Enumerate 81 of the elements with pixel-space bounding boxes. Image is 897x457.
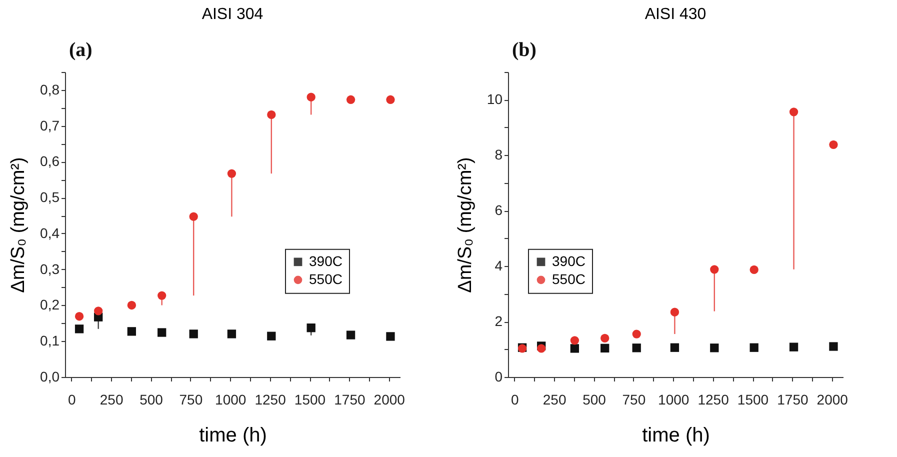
x-tick-label: 2000: [374, 392, 406, 408]
x-axis-title: time (h): [199, 424, 267, 446]
y-axis-title: Δm/S₀ (mg/cm²): [8, 157, 30, 293]
point: [127, 300, 136, 310]
point: [632, 344, 641, 352]
point: [386, 332, 395, 341]
y-tick-label: 6: [494, 202, 503, 218]
x-tick-label: 0: [68, 392, 76, 408]
x-tick-label: 500: [582, 392, 606, 408]
point: [158, 291, 166, 300]
point: [227, 169, 236, 178]
point: [127, 327, 136, 336]
x-tick-label: 1000: [215, 392, 246, 408]
x-tick-label: 1000: [658, 392, 690, 408]
x-tick-label: 1750: [334, 392, 366, 408]
x-tick-label: 1500: [294, 392, 326, 408]
x-tick-label: 750: [622, 392, 646, 408]
y-tick-label: 10: [486, 91, 503, 108]
point: [537, 344, 546, 353]
point: [189, 330, 198, 338]
y-tick-label: 8: [494, 146, 503, 163]
point: [94, 306, 103, 316]
point: [346, 95, 356, 104]
y-tick-label: 0,1: [40, 332, 60, 349]
x-tick-label: 1750: [777, 392, 808, 408]
y-tick-label: 2: [494, 313, 503, 330]
y-tick-label: 4: [494, 258, 503, 274]
point: [267, 110, 276, 120]
point: [829, 342, 838, 351]
point: [570, 336, 580, 345]
x-tick-label: 1250: [698, 392, 730, 408]
point: [632, 330, 641, 338]
y-tick-label: 0,0: [40, 368, 60, 384]
y-tick-label: 0,7: [40, 117, 60, 134]
point: [386, 95, 395, 104]
point: [570, 344, 580, 353]
point: [750, 265, 758, 274]
point: [158, 328, 166, 337]
x-tick-label: 0: [510, 392, 519, 408]
x-tick-label: 250: [542, 392, 566, 408]
x-tick-label: 750: [179, 392, 203, 408]
point: [306, 92, 316, 102]
y-tick-label: 0,6: [40, 153, 60, 170]
x-tick-label: 2000: [816, 392, 848, 408]
chart-title: AISI 430: [644, 6, 706, 23]
point: [670, 308, 680, 316]
point: [789, 342, 798, 352]
point: [74, 312, 84, 321]
point: [346, 330, 356, 340]
y-tick-label: 0: [494, 368, 503, 384]
text: (b): [512, 39, 536, 61]
chart-title: AISI 304: [202, 6, 264, 23]
y-tick-label: 0,8: [40, 81, 60, 98]
point: [74, 324, 84, 334]
legend-label: 390C: [552, 252, 586, 269]
point: [710, 265, 719, 274]
point: [789, 108, 798, 116]
legend-label: 550C: [552, 270, 586, 287]
x-tick-label: 1250: [254, 392, 286, 408]
point: [227, 330, 236, 338]
text: (a): [69, 39, 92, 61]
point: [829, 140, 838, 149]
y-axis-title: Δm/S₀ (mg/cm²): [454, 157, 476, 293]
x-axis-title: time (h): [642, 424, 710, 446]
point: [306, 324, 316, 332]
point: [750, 343, 758, 352]
point: [267, 332, 276, 340]
y-tick-label: 0,5: [40, 189, 60, 206]
y-tick-label: 0,2: [40, 296, 60, 313]
legend-label: 390C: [309, 252, 342, 269]
point: [600, 344, 610, 352]
point: [600, 334, 610, 343]
point: [710, 344, 719, 352]
legend-label: 550C: [309, 270, 342, 287]
point: [189, 212, 198, 221]
y-tick-label: 0,3: [40, 260, 60, 277]
point: [670, 343, 680, 352]
y-tick-label: 0,4: [40, 224, 60, 241]
x-tick-label: 1500: [737, 392, 769, 408]
x-tick-label: 250: [100, 392, 124, 408]
x-tick-label: 500: [140, 392, 164, 408]
